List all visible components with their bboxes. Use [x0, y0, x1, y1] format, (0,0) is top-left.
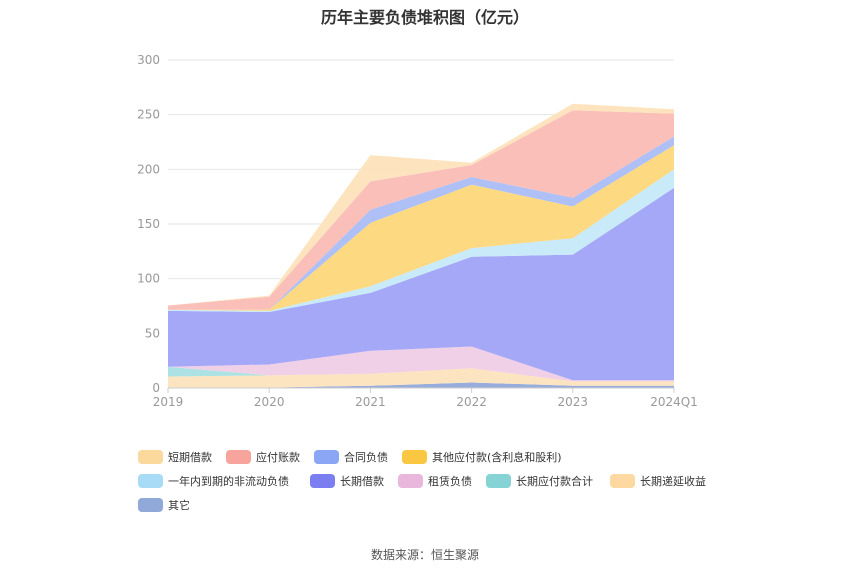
area-series-1 [168, 368, 674, 388]
legend-swatch [314, 450, 339, 464]
legend-item[interactable]: 短期借款 [138, 449, 212, 465]
area-series-3 [168, 346, 674, 382]
legend-item[interactable]: 长期借款 [310, 473, 384, 489]
legend-swatch [226, 450, 251, 464]
legend-label: 长期借款 [340, 475, 384, 488]
y-tick-label: 250 [137, 108, 160, 122]
x-tick-label: 2021 [355, 395, 386, 409]
legend-label: 其他应付款(含利息和股利) [432, 451, 562, 464]
legend-swatch [610, 474, 635, 488]
x-tick-label: 2023 [558, 395, 589, 409]
x-tick-label: 2019 [153, 395, 184, 409]
legend-label: 长期递延收益 [640, 475, 706, 488]
legend-swatch [138, 450, 163, 464]
x-tick-label: 2022 [456, 395, 487, 409]
legend-item[interactable]: 其它 [138, 497, 190, 513]
y-tick-label: 50 [145, 326, 160, 340]
x-tick-label: 2024Q1 [650, 395, 698, 409]
legend-label: 短期借款 [168, 451, 212, 464]
legend-label: 其它 [168, 499, 190, 512]
stacked-area-chart: 0 50 100 150 200 250 300 2019 2020 2021 2022 2023 20… [137, 53, 698, 409]
legend-label: 租赁负债 [428, 475, 472, 488]
legend-label: 长期应付款合计 [516, 475, 593, 488]
area-series-4 [168, 187, 674, 381]
legend-swatch [402, 450, 427, 464]
legend-label: 一年内到期的非流动负债 [168, 475, 289, 488]
y-tick-label: 100 [137, 272, 160, 286]
chart-title: 历年主要负债堆积图（亿元） [320, 8, 529, 27]
y-tick-label: 0 [152, 381, 160, 395]
area-series-5 [168, 169, 674, 312]
axis-layer: 0 50 100 150 200 250 300 2019 2020 2021 2022 2023 20… [137, 53, 698, 409]
legend-item[interactable]: 合同负债 [314, 449, 388, 465]
area-series-6 [168, 145, 674, 311]
legend-item[interactable]: 租赁负债 [398, 473, 472, 489]
legend-item[interactable]: 应付账款 [226, 449, 300, 465]
area-layer [168, 103, 674, 388]
legend-label: 应付账款 [256, 451, 300, 464]
data-source: 数据来源：恒生聚源 [370, 548, 479, 562]
legend-swatch [486, 474, 511, 488]
x-tick-label: 2020 [254, 395, 285, 409]
legend-swatch [398, 474, 423, 488]
legend-swatch [138, 474, 163, 488]
legend-item[interactable]: 一年内到期的非流动负债 [138, 473, 289, 489]
area-series-0 [168, 382, 674, 388]
area-series-8 [168, 110, 674, 310]
y-tick-label: 150 [137, 217, 160, 231]
legend-item[interactable]: 其他应付款(含利息和股利) [402, 449, 562, 465]
legend-swatch [310, 474, 335, 488]
y-tick-label: 300 [137, 53, 160, 67]
legend-item[interactable]: 长期递延收益 [610, 473, 706, 489]
legend-item[interactable]: 长期应付款合计 [486, 473, 593, 489]
y-tick-label: 200 [137, 162, 160, 176]
legend-label: 合同负债 [344, 451, 388, 464]
legend-swatch [138, 498, 163, 512]
